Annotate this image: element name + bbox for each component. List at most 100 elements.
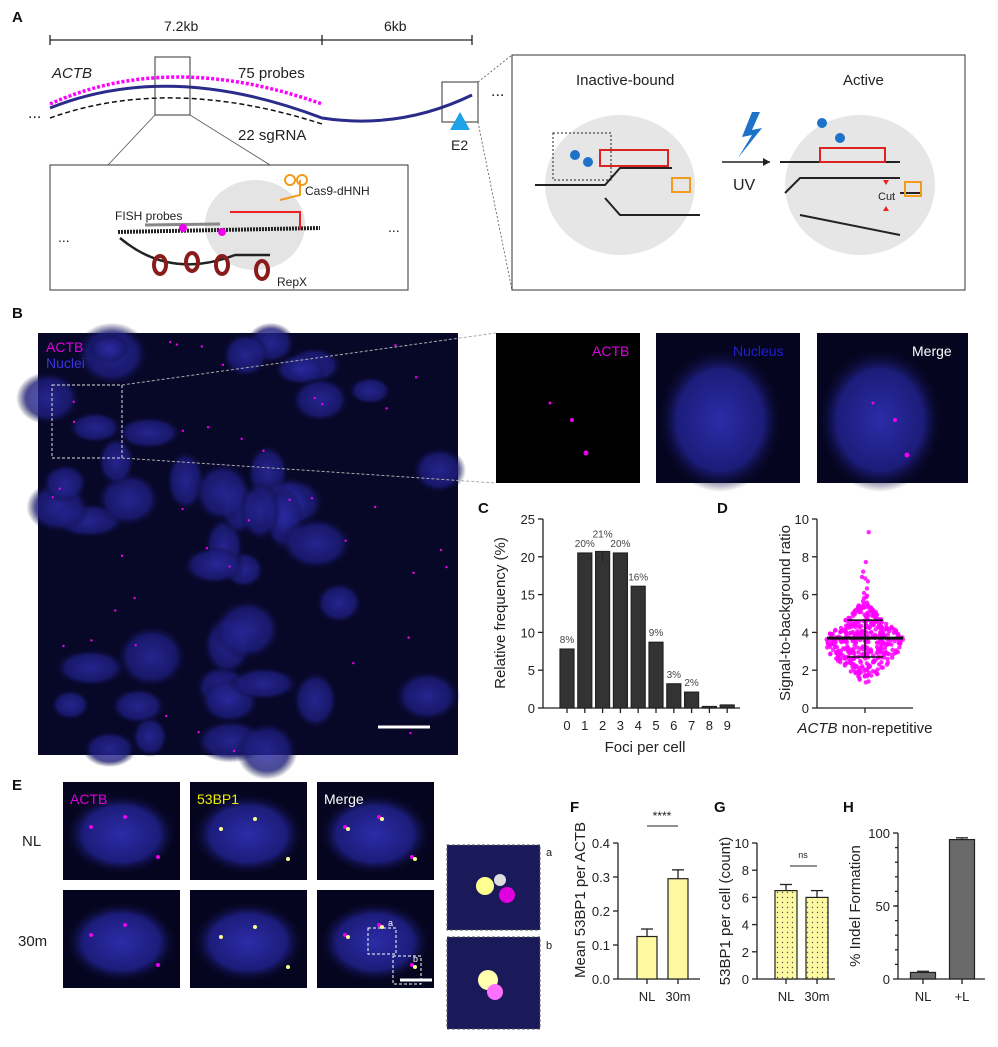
data-point <box>859 628 865 633</box>
y-tick-label: 0.1 <box>592 938 610 953</box>
data-point <box>839 628 845 634</box>
gene-name: ACTB <box>51 65 92 82</box>
y-tick-label: 10 <box>521 625 535 640</box>
data-point <box>829 638 834 643</box>
chart-c: C 0 5 10 15 20 25 0 8% 1 20% 2 21% 3 20% 4 16% 5 9% 6 3% 7 2% 8… <box>478 500 740 756</box>
scale-bar-kb: 7.2kb 6kb <box>49 18 473 45</box>
x-tick-label: +L <box>955 989 970 1004</box>
data-point <box>897 641 903 646</box>
nucleus <box>320 902 430 982</box>
data-point <box>858 609 864 615</box>
x-tick-label: 3 <box>617 718 624 733</box>
bar-4 <box>630 585 646 709</box>
53bp1-focus <box>219 827 223 831</box>
data-point <box>885 660 891 665</box>
panel-label-b: B <box>12 305 23 322</box>
bar-30m <box>805 896 829 980</box>
y-tick-label: 0 <box>528 701 535 716</box>
actb-focus <box>445 565 448 569</box>
data-point <box>858 623 864 629</box>
data-point <box>892 638 897 644</box>
y-tick-label: 4 <box>742 918 749 933</box>
actb-focus <box>114 609 117 612</box>
y-tick-label: 5 <box>528 663 535 678</box>
actb-focus <box>410 963 414 967</box>
data-point <box>874 670 879 675</box>
actb-focus <box>123 923 127 927</box>
actb-focus <box>313 396 316 400</box>
nucleus <box>315 582 363 624</box>
arrow-right-icon <box>763 158 770 166</box>
data-point <box>854 663 859 669</box>
data-point <box>890 626 895 631</box>
actb-focus <box>123 815 127 819</box>
53bp1-focus <box>253 925 257 929</box>
col-label-merge: Merge <box>324 791 364 807</box>
nucleus <box>110 687 166 725</box>
data-label: 20% <box>575 539 595 550</box>
y-axis-title: 53BP1 per cell (count) <box>717 837 734 985</box>
data-point <box>854 607 859 612</box>
data-point <box>864 645 870 650</box>
actb-focus <box>89 825 93 829</box>
x-tick-label: 2 <box>599 718 606 733</box>
y-tick-label: 15 <box>521 588 535 603</box>
data-label: 9% <box>649 628 664 639</box>
53bp1-focus <box>286 965 290 969</box>
x-tick-label: 1 <box>581 718 588 733</box>
actb-focus <box>232 749 236 753</box>
data-point <box>895 631 900 636</box>
y-axis-title: Relative frequency (%) <box>492 537 509 689</box>
x-tick-label: 8 <box>706 718 713 733</box>
bar-6 <box>666 683 682 709</box>
data-point <box>829 631 835 637</box>
53bp1-focus <box>346 935 350 939</box>
ellipsis: ... <box>491 83 504 100</box>
e2-marker-icon <box>450 112 470 130</box>
data-point <box>869 673 874 678</box>
panel-label-e: E <box>12 777 22 794</box>
53bp1-focus <box>413 857 417 861</box>
data-point <box>859 632 864 638</box>
uv-lightning-icon <box>738 112 762 158</box>
data-point <box>864 612 869 617</box>
data-point <box>897 645 902 650</box>
data-point <box>851 656 857 662</box>
nucleus <box>292 671 338 729</box>
bar-1 <box>577 552 593 709</box>
data-point <box>848 630 853 636</box>
data-point <box>875 646 881 652</box>
nucleus <box>116 416 182 450</box>
actb-focus <box>133 596 136 600</box>
data-point <box>864 586 870 591</box>
nucleus <box>291 376 350 423</box>
nucleus <box>116 625 187 688</box>
inactive-label: Inactive-bound <box>576 72 674 89</box>
panel-b: B ACTB Nuclei ACTB Nucleus Merge <box>12 305 968 780</box>
53bp1-focus <box>346 827 350 831</box>
zoom-inset-label: b <box>546 940 552 952</box>
data-point <box>885 632 891 637</box>
53bp1-focus <box>253 817 257 821</box>
actb-focus <box>51 495 54 499</box>
actb-focus <box>247 519 251 522</box>
y-tick-label: 6 <box>742 890 749 905</box>
data-point <box>861 590 867 596</box>
y-tick-label: 0 <box>883 972 890 987</box>
data-point <box>881 628 886 633</box>
actb-focus <box>62 644 65 648</box>
crop-merge: Merge <box>817 333 968 492</box>
y-tick-label: 50 <box>876 899 890 914</box>
scale-label-6kb: 6kb <box>384 18 407 34</box>
y-tick-label: 0.2 <box>592 904 610 919</box>
zoom-box-label: a <box>388 918 393 928</box>
nucleus <box>193 902 303 982</box>
nucleus <box>193 461 252 523</box>
zoom-box-b <box>392 955 422 985</box>
actb-focus <box>181 429 185 432</box>
actb-focus <box>377 923 381 927</box>
data-point <box>879 647 884 652</box>
data-label: 8% <box>560 635 575 646</box>
data-point <box>889 655 895 660</box>
